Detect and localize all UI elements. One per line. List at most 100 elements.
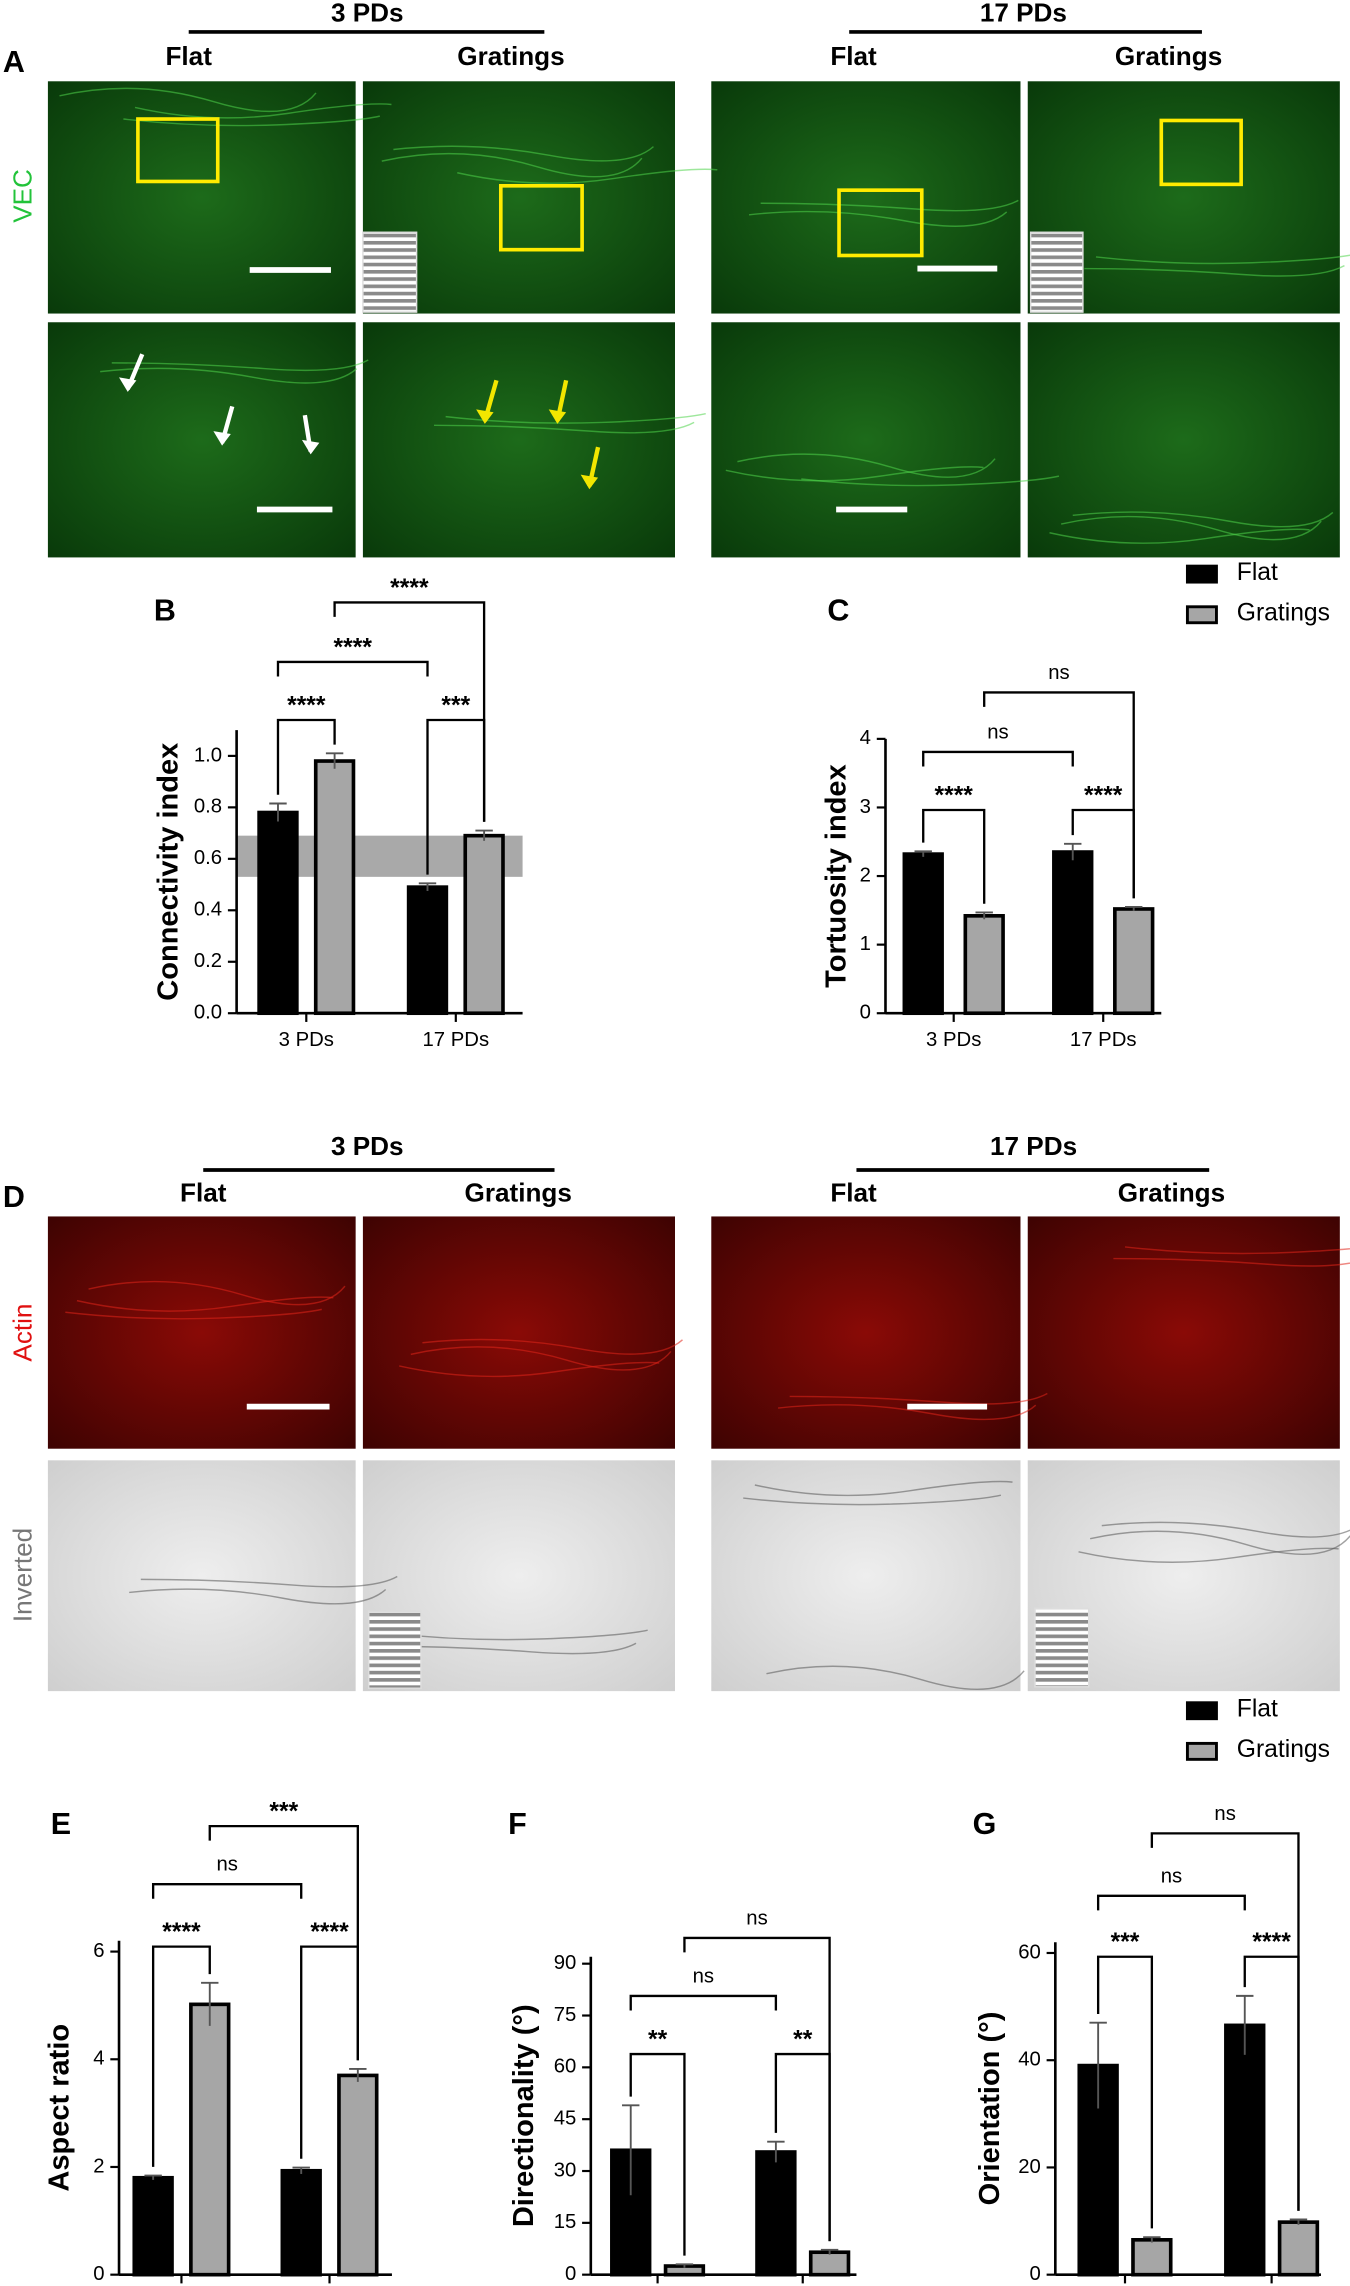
legend-swatch <box>1185 1701 1218 1721</box>
significance-label: **** <box>162 1919 201 1946</box>
group-title: 3 PDs <box>331 1131 404 1161</box>
y-axis-label: Directionality (°) <box>508 2004 540 2227</box>
y-tick-label: 0 <box>565 2263 576 2285</box>
y-tick-label: 0.2 <box>194 950 222 972</box>
significance-label: ns <box>746 1907 767 1929</box>
cell-outline <box>140 1575 398 1588</box>
y-tick-label: 60 <box>554 2056 577 2078</box>
significance-label: ns <box>1048 662 1069 684</box>
y-tick-label: 3 <box>860 796 871 818</box>
significance-label: ns <box>1214 1803 1235 1825</box>
cell-outline <box>445 413 706 424</box>
y-tick-label: 6 <box>93 1940 104 1962</box>
cell-outline <box>1101 1521 1350 1538</box>
significance-bracket <box>983 691 1135 899</box>
significance-bracket <box>922 808 986 904</box>
bar <box>337 2073 379 2277</box>
micrograph <box>711 1216 1021 1449</box>
significance-label: **** <box>334 634 373 661</box>
micrograph <box>47 81 356 314</box>
arrow-head <box>580 474 599 490</box>
cell-outline <box>387 1629 648 1641</box>
significance-label: ns <box>693 1965 714 1987</box>
significance-bracket <box>333 601 486 822</box>
significance-label: **** <box>935 782 974 809</box>
arrow-head <box>119 377 137 392</box>
column-title: Flat <box>165 41 212 71</box>
row-label: Actin <box>8 1304 38 1362</box>
cell-outline <box>59 87 317 113</box>
row-label: Inverted <box>8 1528 38 1622</box>
cell-outline <box>88 1280 346 1306</box>
legend-swatch <box>1185 1741 1218 1761</box>
panel-letter: A <box>3 45 25 79</box>
legend-label: Gratings <box>1237 1736 1330 1763</box>
y-axis-label: Tortuosity index <box>820 764 852 988</box>
micrograph <box>711 1460 1021 1692</box>
cell-outline <box>1078 1547 1339 1563</box>
micrograph <box>1027 1216 1340 1449</box>
significance-bracket <box>208 1824 359 2061</box>
column-title: Flat <box>830 1178 877 1208</box>
significance-bracket <box>276 660 429 677</box>
zoom-box <box>1159 118 1243 187</box>
legend-swatch <box>1185 605 1218 625</box>
cell-outline <box>1124 1246 1350 1255</box>
bar <box>257 810 299 1016</box>
significance-bracket <box>683 1936 831 2242</box>
y-tick-label: 2 <box>860 864 871 886</box>
cell-outline <box>1049 528 1310 544</box>
bar <box>1131 2238 1173 2277</box>
bar <box>1052 850 1094 1016</box>
significance-label: **** <box>390 575 429 602</box>
cell-outline <box>1095 254 1350 265</box>
panel-letter: D <box>3 1180 25 1214</box>
cell-outline <box>1072 511 1334 528</box>
significance-label: **** <box>287 692 326 719</box>
column-title: Gratings <box>457 41 564 71</box>
y-tick-label: 1 <box>860 933 871 955</box>
cell-outline <box>381 152 643 178</box>
cell-outline <box>743 1494 1002 1506</box>
significance-label: ns <box>216 1854 237 1876</box>
bar <box>808 2250 851 2277</box>
cell-outline <box>457 168 718 184</box>
y-tick-label: 20 <box>1018 2156 1041 2178</box>
y-tick-label: 90 <box>554 1952 577 1974</box>
group-title: 17 PDs <box>990 1131 1077 1161</box>
significance-bracket <box>151 1945 211 2167</box>
significance-bracket <box>1096 1894 1246 1911</box>
x-tick-label: 3 PDs <box>926 1029 981 1051</box>
significance-bracket <box>276 718 336 795</box>
bar <box>1277 2220 1320 2277</box>
legend-label: Flat <box>1237 1696 1278 1723</box>
y-tick-label: 40 <box>1018 2049 1041 2071</box>
significance-bracket <box>922 750 1074 767</box>
y-tick-label: 2 <box>93 2155 104 2177</box>
cell-outline <box>777 1404 1037 1421</box>
panel-letter: B <box>154 594 176 628</box>
y-tick-label: 75 <box>554 2004 577 2026</box>
significance-label: **** <box>1252 1929 1291 1956</box>
column-title: Gratings <box>1115 41 1222 71</box>
x-tick-label: 17 PDs <box>422 1029 489 1051</box>
legend-label: Flat <box>1237 559 1278 586</box>
cell-outline <box>129 1588 387 1605</box>
bar <box>1224 2023 1266 2277</box>
cell-outline <box>754 1480 1013 1497</box>
micrograph <box>1027 322 1340 558</box>
micrograph <box>362 1216 675 1449</box>
y-tick-label: 0.6 <box>194 847 222 869</box>
significance-label: *** <box>441 692 470 719</box>
cell-outline <box>1090 1530 1350 1555</box>
cell-outline <box>422 1338 683 1355</box>
arrow-head <box>548 409 567 424</box>
y-tick-label: 0 <box>860 1002 871 1024</box>
bar <box>755 2150 797 2277</box>
column-title: Flat <box>830 41 877 71</box>
bar <box>902 852 944 1016</box>
panel-letter: F <box>508 1807 527 1841</box>
zoom-box <box>837 188 924 258</box>
zoom-box <box>136 117 220 184</box>
